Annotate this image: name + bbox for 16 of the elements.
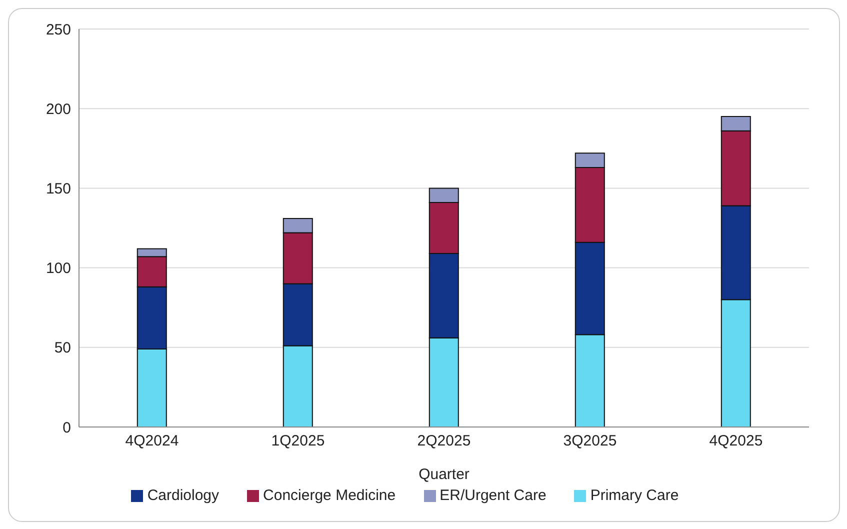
- legend-label: Primary Care: [590, 487, 679, 504]
- x-tick-label: 3Q2025: [563, 432, 617, 450]
- x-tick-label: 1Q2025: [271, 432, 325, 450]
- y-tick-label: 250: [46, 21, 71, 38]
- legend-label: ER/Urgent Care: [440, 487, 546, 504]
- x-tick-label: 4Q2024: [125, 432, 179, 450]
- y-tick-label: 200: [46, 100, 71, 118]
- y-tick-label: 0: [62, 419, 71, 436]
- y-tick-label: 150: [46, 180, 71, 198]
- legend-label: Concierge Medicine: [263, 487, 396, 504]
- x-tick-label: 2Q2025: [417, 432, 471, 450]
- x-axis-title: Quarter: [418, 466, 470, 483]
- x-tick-label: 4Q2025: [709, 432, 763, 450]
- y-tick-label: 50: [54, 340, 71, 357]
- legend-label: Cardiology: [147, 487, 220, 504]
- y-tick-label: 100: [46, 260, 71, 278]
